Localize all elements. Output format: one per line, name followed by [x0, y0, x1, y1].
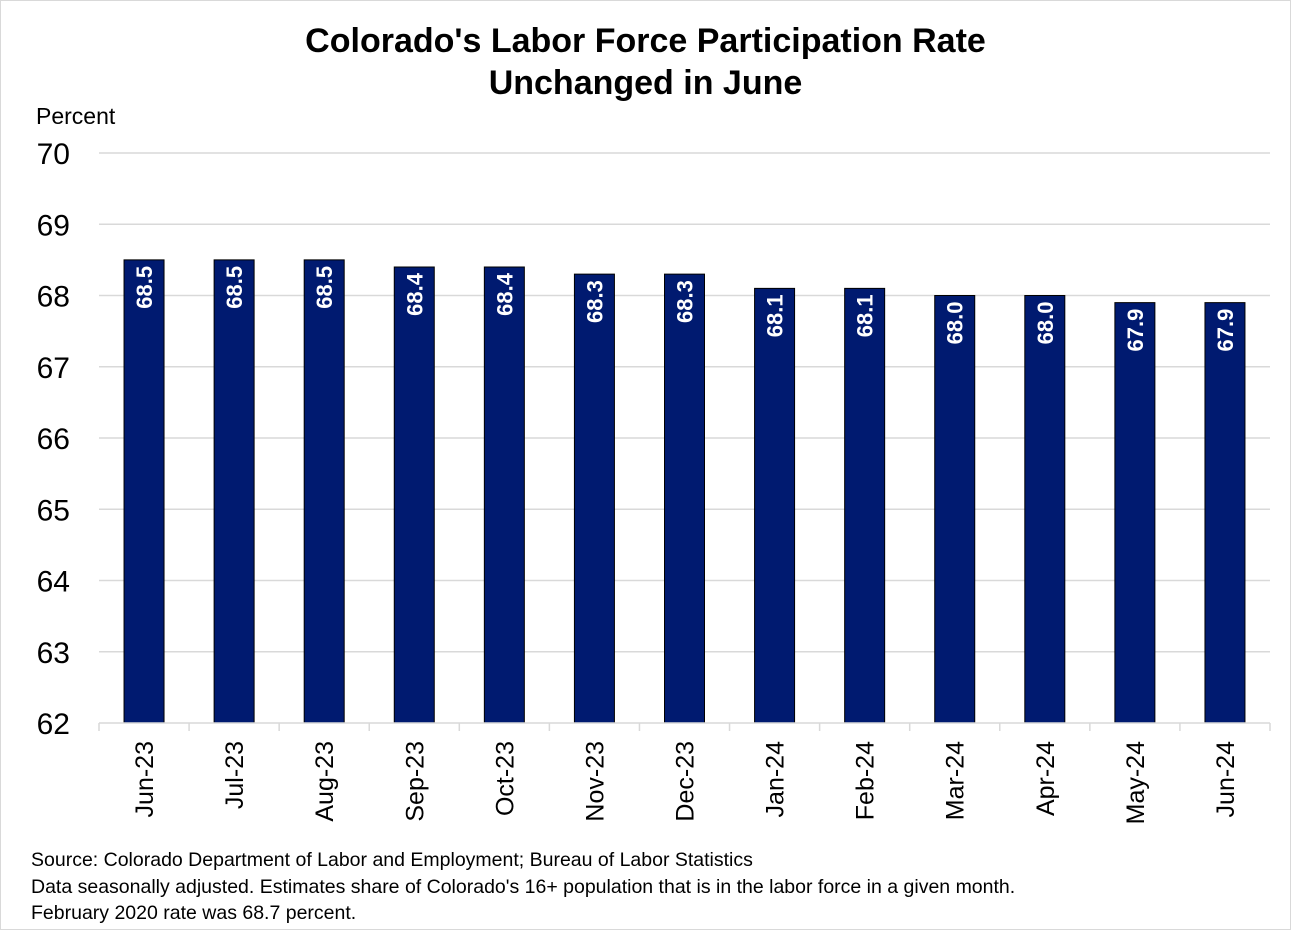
bar — [754, 287, 796, 724]
x-tick-label: Jan-24 — [762, 741, 790, 818]
x-tick-label: Jun-23 — [131, 741, 159, 817]
x-axis — [98, 722, 1271, 731]
y-axis-label: Percent — [36, 103, 116, 129]
bar — [573, 273, 615, 724]
chart-footer: Source: Colorado Department of Labor and… — [31, 847, 1015, 927]
bar — [483, 266, 525, 724]
x-axis-ticks: Jun-23 Jul-23 Aug-23 Sep-23 Oct-23 Nov-23 Dec-… — [131, 741, 1240, 824]
x-tick-label: May-24 — [1122, 741, 1150, 824]
y-tick-label: 63 — [37, 637, 70, 670]
data-label: 68.1 — [853, 294, 878, 337]
bar — [1204, 302, 1246, 724]
data-label: 68.4 — [492, 272, 517, 316]
bars: 68.5 68.5 68.5 68.4 68.4 68.3 68.3 68.1 68.1 68.0… — [123, 259, 1246, 724]
y-tick-label: 69 — [37, 209, 70, 242]
data-label: 68.1 — [763, 294, 788, 337]
x-tick-label: Feb-24 — [852, 741, 880, 820]
data-label: 68.5 — [312, 266, 337, 309]
data-label: 67.9 — [1123, 309, 1148, 352]
bar — [213, 259, 255, 724]
x-tick-label: Jul-23 — [221, 741, 249, 809]
data-label: 68.5 — [222, 266, 247, 309]
chart-title-line-2: Unchanged in June — [488, 64, 803, 102]
bar — [393, 266, 435, 724]
x-tick-label: Nov-23 — [581, 741, 609, 822]
y-tick-label: 67 — [37, 352, 70, 385]
baseline-note: February 2020 rate was 68.7 percent. — [31, 902, 357, 924]
bar — [123, 259, 165, 724]
bar — [844, 287, 886, 724]
data-label: 68.3 — [582, 280, 607, 323]
x-tick-label: Sep-23 — [401, 741, 429, 822]
bar — [934, 295, 976, 724]
x-tick-label: Apr-24 — [1032, 741, 1060, 816]
chart-title: Colorado's Labor Force Participation Rat… — [0, 20, 1291, 104]
data-label: 68.3 — [673, 280, 698, 323]
x-tick-label: Jun-24 — [1212, 741, 1240, 818]
data-label: 68.0 — [1033, 302, 1058, 345]
bar — [1114, 302, 1156, 724]
data-label: 68.5 — [132, 266, 157, 309]
source-note: Source: Colorado Department of Labor and… — [31, 849, 753, 871]
data-label: 68.0 — [943, 302, 968, 345]
x-tick-label: Oct-23 — [491, 741, 519, 816]
y-tick-label: 66 — [37, 423, 70, 456]
chart-title-line-1: Colorado's Labor Force Participation Rat… — [305, 22, 986, 60]
y-tick-label: 68 — [37, 281, 70, 314]
bar — [664, 273, 705, 724]
data-label: 68.4 — [402, 272, 427, 316]
x-tick-label: Dec-23 — [672, 741, 700, 822]
bar — [303, 259, 345, 724]
bar — [1024, 295, 1066, 724]
y-tick-label: 62 — [37, 708, 70, 741]
y-axis-ticks: 62 63 64 65 66 67 68 69 70 — [37, 138, 70, 741]
x-tick-label: Mar-24 — [942, 741, 970, 820]
data-label: 67.9 — [1213, 309, 1238, 352]
y-tick-label: 70 — [37, 138, 70, 171]
y-tick-label: 64 — [37, 566, 70, 599]
y-tick-label: 65 — [37, 494, 70, 527]
methodology-note: Data seasonally adjusted. Estimates shar… — [31, 875, 1016, 898]
x-tick-label: Aug-23 — [311, 741, 339, 822]
